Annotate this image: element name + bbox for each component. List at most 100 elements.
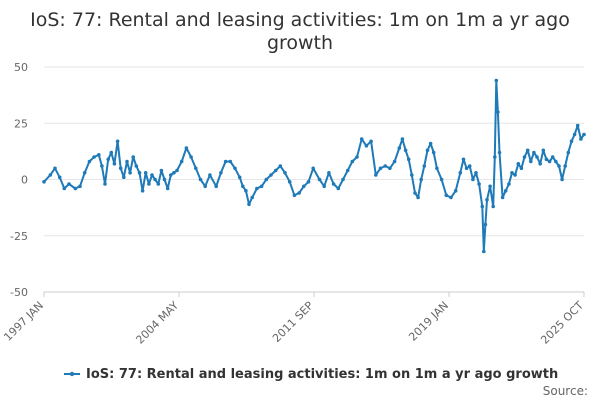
data-point[interactable]	[566, 150, 571, 155]
data-point[interactable]	[471, 177, 475, 182]
data-point[interactable]	[143, 171, 148, 175]
legend[interactable]: IoS: 77: Rental and leasing activities: …	[64, 367, 558, 382]
data-point[interactable]	[78, 184, 82, 189]
data-point[interactable]	[474, 171, 478, 175]
data-point[interactable]	[97, 153, 101, 157]
data-point[interactable]	[237, 175, 242, 180]
data-point[interactable]	[491, 204, 496, 209]
data-point[interactable]	[538, 162, 542, 166]
data-point[interactable]	[369, 139, 373, 144]
data-point[interactable]	[153, 177, 157, 182]
data-point[interactable]	[406, 157, 411, 162]
data-point[interactable]	[336, 186, 341, 191]
data-point[interactable]	[449, 195, 453, 200]
data-point[interactable]	[422, 164, 427, 168]
data-point[interactable]	[264, 177, 269, 182]
data-point[interactable]	[125, 159, 129, 164]
data-point[interactable]	[388, 166, 392, 171]
data-point[interactable]	[208, 173, 212, 177]
data-point[interactable]	[82, 171, 87, 175]
data-point[interactable]	[485, 198, 489, 202]
data-point[interactable]	[247, 202, 251, 207]
data-point[interactable]	[464, 166, 469, 171]
data-point[interactable]	[106, 157, 110, 162]
data-point[interactable]	[131, 155, 135, 159]
data-point[interactable]	[341, 177, 345, 182]
data-point[interactable]	[162, 177, 167, 182]
data-point[interactable]	[525, 148, 530, 153]
data-point[interactable]	[557, 164, 561, 168]
data-point[interactable]	[500, 195, 505, 200]
data-point[interactable]	[203, 184, 207, 189]
data-point[interactable]	[122, 175, 126, 180]
data-point[interactable]	[547, 159, 552, 164]
data-point[interactable]	[507, 182, 511, 186]
data-point[interactable]	[311, 166, 316, 171]
data-point[interactable]	[458, 171, 463, 175]
data-point[interactable]	[522, 155, 527, 159]
data-point[interactable]	[350, 159, 355, 164]
data-point[interactable]	[255, 186, 259, 191]
data-point[interactable]	[569, 139, 574, 144]
data-point[interactable]	[461, 157, 466, 162]
data-point[interactable]	[67, 182, 71, 186]
data-point[interactable]	[109, 150, 114, 155]
data-point[interactable]	[87, 159, 92, 164]
data-point[interactable]	[297, 191, 301, 195]
data-point[interactable]	[541, 148, 546, 153]
data-point[interactable]	[214, 184, 218, 189]
data-point[interactable]	[244, 189, 248, 193]
data-point[interactable]	[175, 168, 179, 173]
data-point[interactable]	[128, 171, 132, 175]
data-point[interactable]	[134, 164, 139, 168]
data-point[interactable]	[494, 78, 499, 83]
data-point[interactable]	[345, 168, 350, 173]
data-point[interactable]	[428, 141, 433, 146]
data-point[interactable]	[493, 155, 497, 159]
data-point[interactable]	[359, 137, 364, 141]
data-point[interactable]	[100, 164, 104, 168]
data-point[interactable]	[496, 110, 500, 114]
data-point[interactable]	[416, 195, 420, 200]
data-point[interactable]	[480, 204, 485, 209]
data-point[interactable]	[223, 159, 228, 164]
data-point[interactable]	[503, 189, 508, 193]
data-point[interactable]	[172, 171, 176, 175]
data-point[interactable]	[156, 182, 161, 186]
data-point[interactable]	[331, 182, 336, 186]
data-point[interactable]	[410, 173, 414, 177]
data-point[interactable]	[306, 180, 311, 184]
data-point[interactable]	[179, 159, 184, 164]
data-point[interactable]	[413, 191, 417, 195]
data-point[interactable]	[147, 182, 151, 186]
data-point[interactable]	[327, 171, 331, 175]
data-point[interactable]	[425, 148, 430, 153]
data-point[interactable]	[497, 150, 502, 155]
data-point[interactable]	[575, 123, 580, 128]
data-point[interactable]	[529, 159, 533, 164]
data-point[interactable]	[233, 166, 237, 171]
data-point[interactable]	[400, 137, 405, 141]
data-point[interactable]	[560, 177, 564, 182]
data-point[interactable]	[159, 168, 164, 173]
data-point[interactable]	[374, 173, 378, 177]
data-point[interactable]	[439, 177, 444, 182]
data-point[interactable]	[516, 162, 521, 166]
data-point[interactable]	[579, 137, 583, 141]
data-point[interactable]	[483, 222, 488, 227]
data-point[interactable]	[198, 177, 203, 182]
data-point[interactable]	[57, 175, 62, 180]
data-point[interactable]	[283, 171, 287, 175]
data-point[interactable]	[269, 173, 273, 177]
data-point[interactable]	[535, 155, 539, 159]
data-point[interactable]	[189, 155, 193, 159]
data-point[interactable]	[550, 155, 555, 159]
data-point[interactable]	[53, 166, 57, 171]
data-point[interactable]	[532, 150, 536, 155]
data-point[interactable]	[112, 162, 117, 166]
data-point[interactable]	[184, 146, 189, 150]
data-point[interactable]	[453, 189, 458, 193]
data-point[interactable]	[482, 249, 486, 254]
data-point[interactable]	[292, 193, 297, 198]
data-point[interactable]	[364, 144, 369, 148]
